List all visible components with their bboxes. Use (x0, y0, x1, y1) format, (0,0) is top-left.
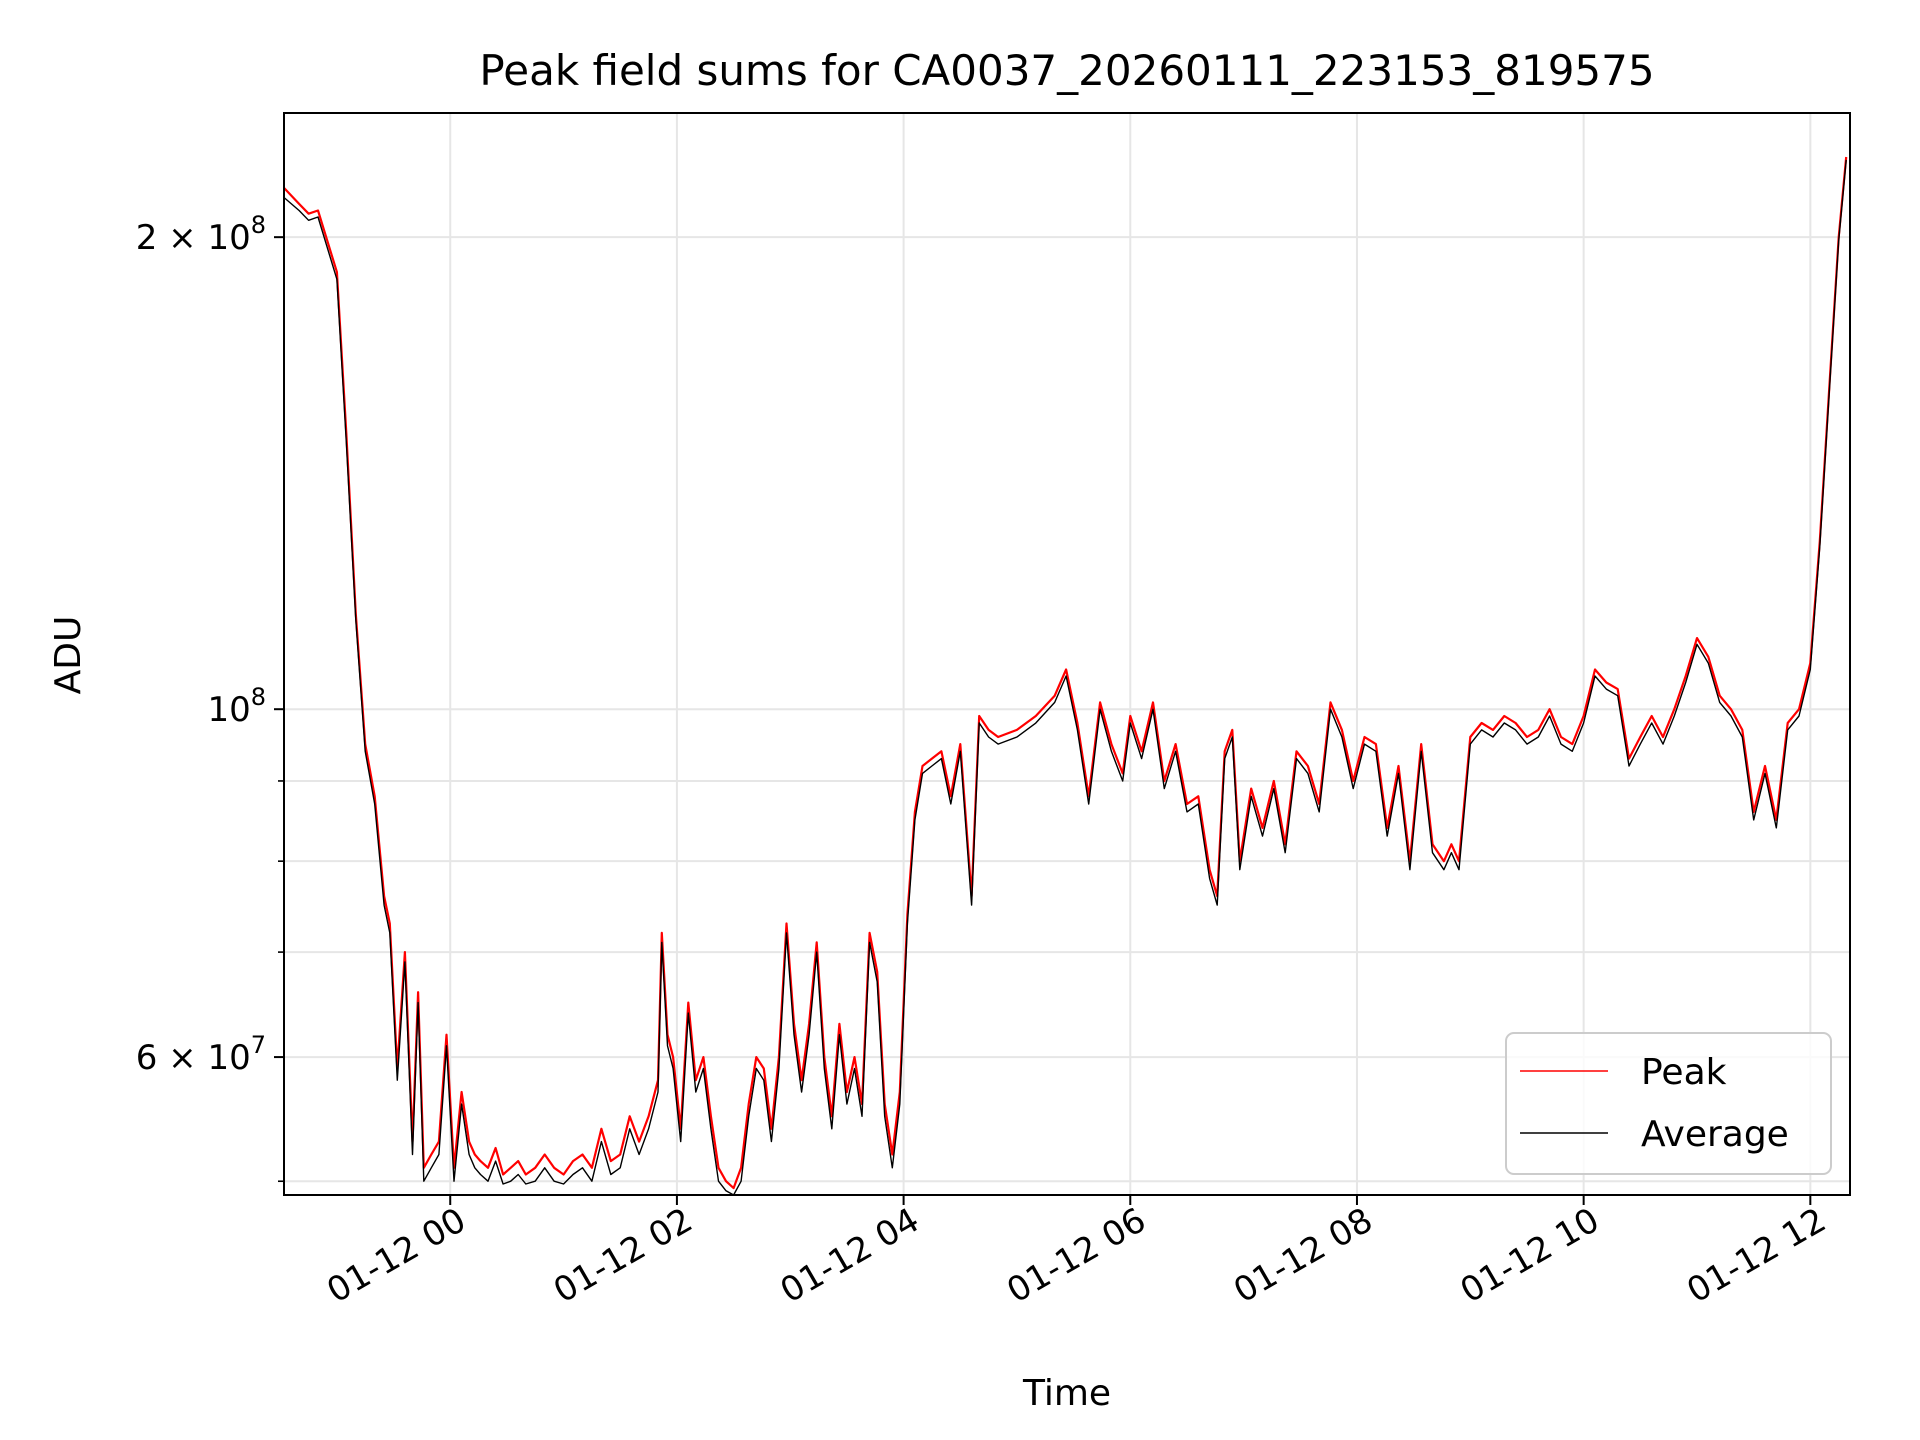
y-tick-label-exponent: 7 (251, 1031, 266, 1059)
series-line-peak (283, 156, 1848, 1190)
y-tick-label: 108 (207, 683, 266, 730)
y-tick-label-exponent: 8 (251, 683, 266, 711)
grid-lines (284, 113, 1850, 1195)
series-lines (283, 156, 1848, 1196)
legend-label-peak: Peak (1641, 1052, 1727, 1093)
legend-label-average: Average (1641, 1114, 1789, 1155)
y-tick-label: 6 × 107 (136, 1031, 266, 1078)
plot-area-frame (283, 112, 1851, 1196)
x-axis-label: Time (1022, 1373, 1111, 1414)
y-tick-label-base: 2 × 10 (136, 218, 251, 258)
y-tick-label-base: 6 × 10 (136, 1038, 251, 1078)
y-axis-label: ADU (48, 616, 89, 695)
y-tick-label: 2 × 108 (136, 211, 266, 258)
y-tick-label-exponent: 8 (251, 211, 266, 239)
legend: Peak Average (1505, 1032, 1832, 1175)
legend-box (1505, 1032, 1832, 1175)
series-line-average (283, 159, 1847, 1196)
chart-title: Peak field sums for CA0037_20260111_2231… (479, 46, 1654, 95)
y-tick-label-base: 10 (207, 690, 250, 730)
